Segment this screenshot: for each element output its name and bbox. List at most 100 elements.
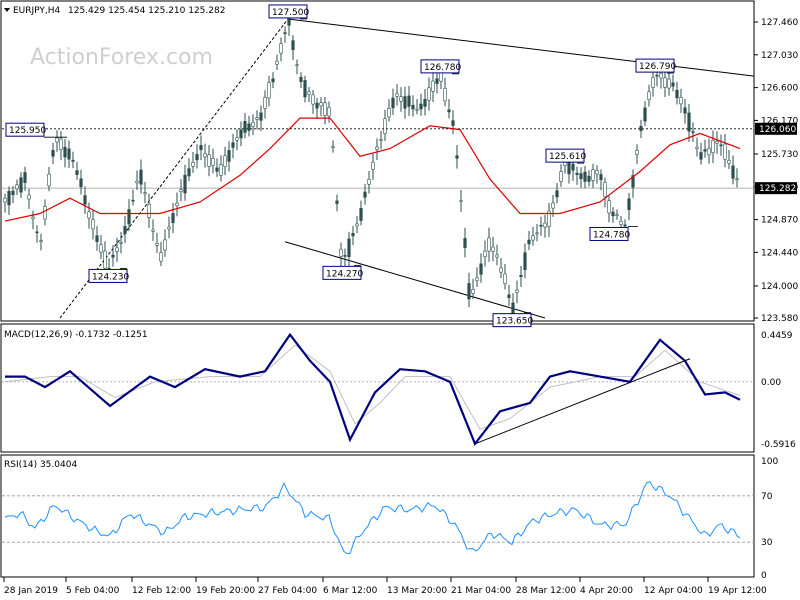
candle-body	[139, 169, 143, 185]
price-annotation-label: 125.950	[9, 126, 46, 136]
candle-body	[87, 211, 91, 219]
candle-body	[283, 32, 287, 34]
rsi-axis-label: 100	[761, 457, 778, 467]
candle-body	[43, 206, 47, 220]
price-annotation-box	[420, 59, 460, 74]
candle-body	[695, 146, 699, 149]
candle-body	[443, 88, 447, 102]
candle-body	[587, 175, 591, 182]
candle-body	[683, 107, 687, 114]
candle-body	[363, 191, 367, 198]
macd-line	[5, 332, 741, 446]
price-badge-resistance: 126.060	[759, 125, 796, 135]
candle-body	[671, 82, 675, 87]
candle-body	[239, 129, 243, 139]
price-annotation-box	[589, 226, 629, 241]
candle-body	[435, 78, 439, 84]
candle-body	[615, 214, 619, 216]
price-annotation-label: 126.790	[639, 62, 676, 72]
candle-body	[7, 190, 11, 206]
candle-body	[151, 229, 155, 232]
candle-body	[115, 247, 119, 252]
candle-body	[79, 178, 83, 188]
time-axis-label: 6 Mar 12:00	[323, 586, 378, 596]
candle-body	[199, 145, 203, 151]
rsi-axis-label: 0	[761, 571, 767, 581]
candle-body	[571, 163, 575, 171]
price-annotation-box	[88, 268, 128, 283]
candle-body	[583, 171, 587, 182]
candle-body	[491, 246, 495, 252]
rsi-layer	[2, 481, 754, 555]
price-annotation-box	[268, 4, 308, 19]
candle-body	[639, 126, 643, 131]
candle-body	[231, 142, 235, 148]
price-annotation-label: 124.270	[326, 269, 363, 279]
candle-body	[731, 165, 735, 179]
candle-body	[579, 173, 583, 180]
price-badge-bg	[755, 122, 797, 135]
candle-body	[75, 170, 79, 175]
candle-body	[331, 146, 335, 149]
candle-body	[103, 250, 107, 269]
candle-body	[347, 238, 351, 257]
rsi-axis-label: 30	[761, 538, 773, 548]
price-annotation-box	[492, 313, 532, 328]
macd-axis-label: 0.4459	[761, 331, 793, 341]
candle-body	[191, 161, 195, 167]
candle-body	[383, 118, 387, 135]
candle-body	[303, 80, 307, 98]
price-axis-label: 127.030	[761, 51, 798, 61]
candle-body	[379, 139, 383, 141]
candle-body	[471, 289, 475, 294]
candle-body	[523, 252, 527, 270]
candle-body	[703, 149, 707, 152]
candle-body	[515, 289, 519, 293]
candle-body	[159, 252, 163, 262]
candle-body	[375, 146, 379, 150]
candle-body	[647, 91, 651, 100]
candle-body	[259, 112, 263, 121]
candle-body	[23, 172, 27, 183]
candle-body	[315, 102, 319, 109]
candle-body	[143, 192, 147, 194]
candle-body	[247, 123, 251, 131]
candle-body	[19, 177, 23, 193]
candle-body	[599, 174, 603, 181]
candle-body	[691, 131, 695, 133]
candle-body	[219, 164, 223, 176]
candle-body	[527, 239, 531, 245]
candle-body	[459, 200, 463, 202]
candle-body	[439, 71, 443, 82]
header-arrow-icon	[4, 8, 10, 12]
price-annotation-box	[545, 148, 585, 163]
candle-body	[539, 224, 543, 227]
candle-body	[467, 283, 471, 300]
candle-body	[559, 171, 563, 182]
candle-body	[507, 294, 511, 298]
lower-trendline	[284, 241, 546, 319]
candle-body	[163, 239, 167, 251]
candle-body	[631, 175, 635, 188]
candle-body	[251, 121, 255, 127]
candle-body	[11, 190, 15, 196]
candle-body	[619, 220, 623, 225]
price-axis-label: 124.870	[761, 216, 798, 226]
candle-body	[479, 263, 483, 275]
candle-body	[411, 104, 415, 110]
candle-body	[323, 102, 327, 116]
candle-body	[295, 64, 299, 67]
candle-body	[711, 139, 715, 153]
candle-body	[675, 89, 679, 99]
time-axis-label: 27 Feb 04:00	[258, 586, 317, 596]
candle-body	[495, 254, 499, 258]
candle-body	[15, 184, 19, 190]
price-annotation-box	[322, 265, 362, 280]
candle-body	[655, 74, 659, 77]
candle-body	[91, 219, 95, 230]
candle-body	[431, 80, 435, 92]
candle-body	[687, 112, 691, 132]
candle-body	[367, 178, 371, 185]
candle-body	[271, 78, 275, 83]
